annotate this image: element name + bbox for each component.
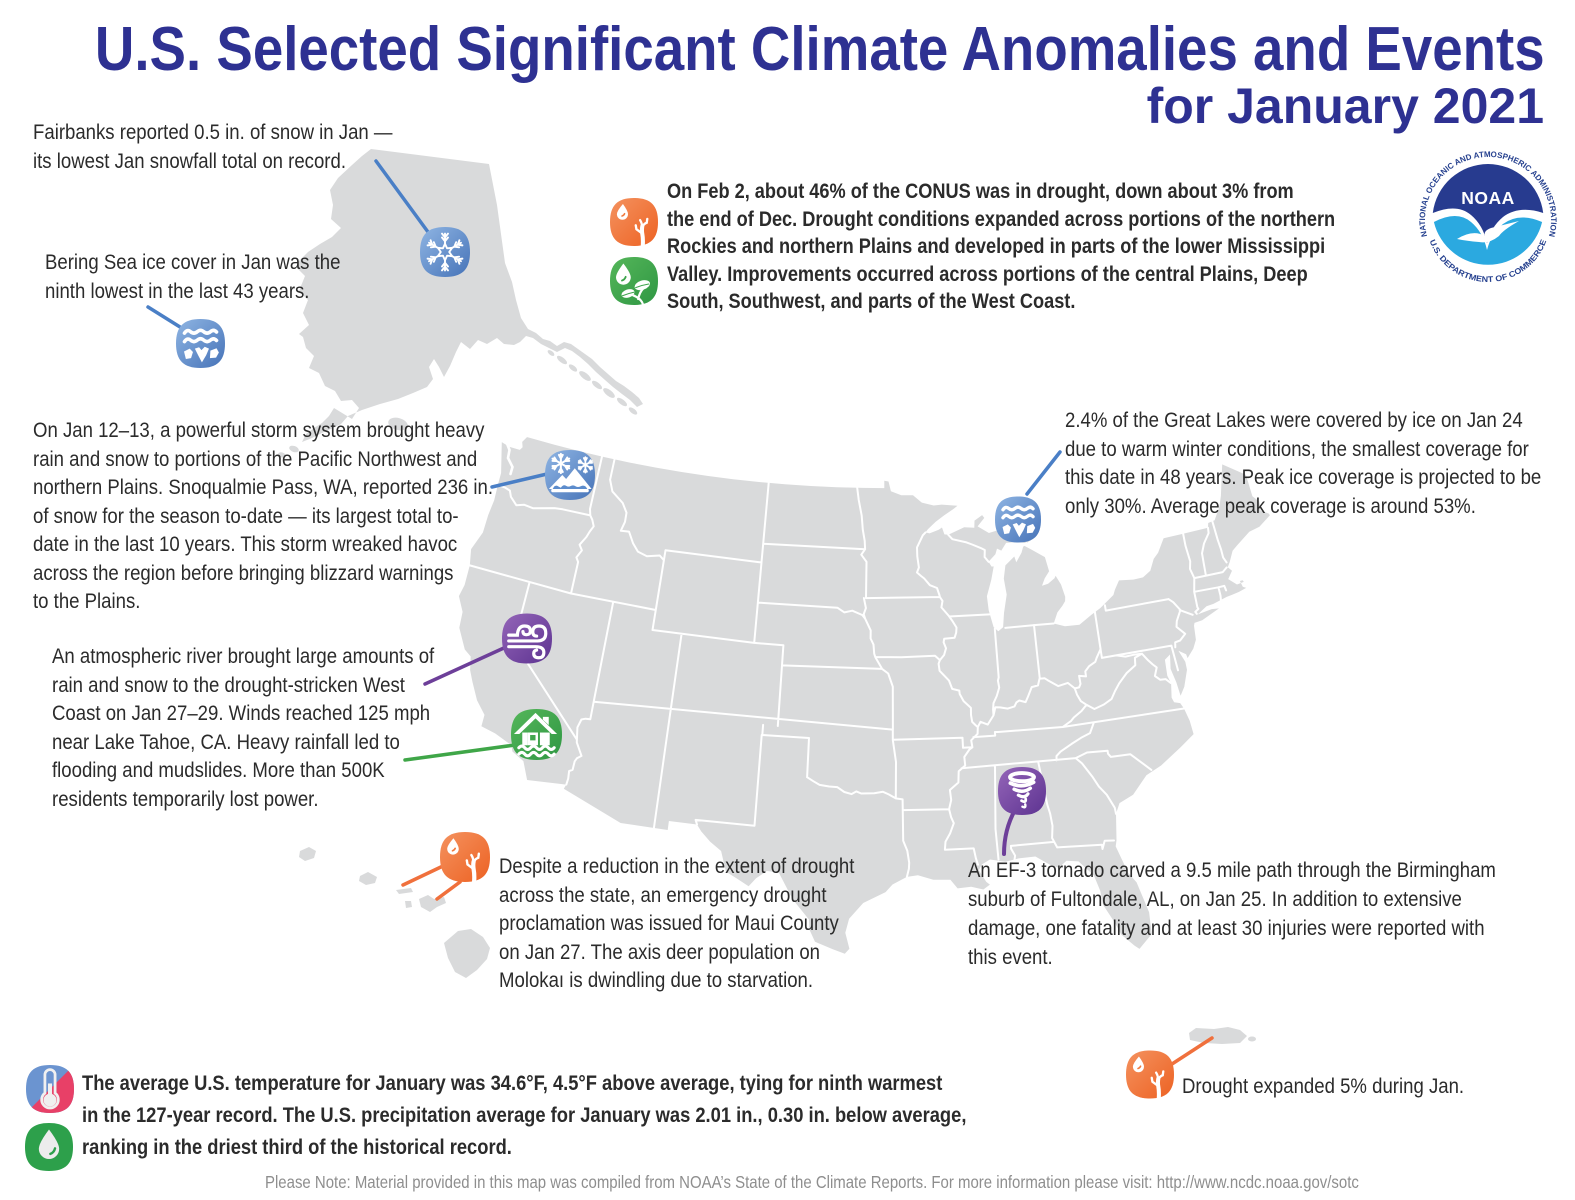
svg-text:NOAA: NOAA: [1461, 188, 1515, 208]
